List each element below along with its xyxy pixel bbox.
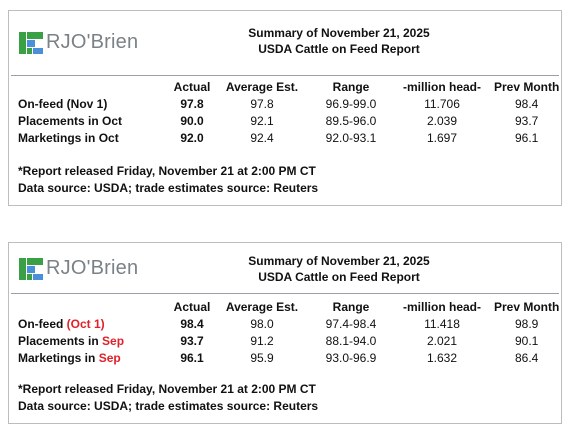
cell-million-head: 11.418 xyxy=(424,317,460,331)
changed-period: (Oct 1) xyxy=(66,317,105,331)
table-row-placements: Placements in Oct 90.0 92.1 89.5-96.0 2.… xyxy=(18,113,559,130)
cell-average-est: 97.8 xyxy=(250,97,274,111)
cell-average-est: 95.9 xyxy=(250,351,274,365)
cell-million-head: 2.021 xyxy=(426,334,458,348)
cell-average-est: 98.0 xyxy=(250,317,274,331)
cell-million-head: 1.632 xyxy=(426,351,458,365)
cell-range: 89.5-96.0 xyxy=(325,114,377,128)
report-table: Actual Average Est. Range -million head-… xyxy=(18,79,559,147)
table-row-marketings: Marketings in Oct 92.0 92.4 92.0-93.1 1.… xyxy=(18,130,559,147)
cell-average-est: 92.1 xyxy=(250,114,274,128)
changed-period: Sep xyxy=(98,351,121,365)
report-card-oct: RJO'Brien Summary of November 21, 2025 U… xyxy=(8,242,562,424)
cell-actual: 98.4 xyxy=(180,317,204,331)
header-divider xyxy=(11,75,559,76)
header-million-head: -million head- xyxy=(403,80,481,94)
header-divider xyxy=(11,293,559,294)
table-row-on-feed: On-feed (Oct 1) 98.4 98.0 97.4-98.4 11.4… xyxy=(18,316,559,333)
release-note: *Report released Friday, November 21 at … xyxy=(18,382,316,396)
rjobrien-logo-icon xyxy=(19,31,43,54)
cell-prev-month: 93.7 xyxy=(514,114,539,128)
cell-prev-month: 98.9 xyxy=(514,317,539,331)
logo-text: RJO'Brien xyxy=(46,31,139,53)
report-table: Actual Average Est. Range -million head-… xyxy=(18,299,559,367)
cell-average-est: 92.4 xyxy=(250,131,274,145)
cell-million-head: 11.706 xyxy=(424,97,460,111)
cell-range: 88.1-94.0 xyxy=(325,334,377,348)
row-label: On-feed (Oct 1) xyxy=(18,317,105,331)
cell-range: 96.9-99.0 xyxy=(325,97,377,111)
cell-million-head: 1.697 xyxy=(426,131,458,145)
header-average-est: Average Est. xyxy=(225,300,299,314)
cell-actual: 90.0 xyxy=(180,114,204,128)
report-notes: *Report released Friday, November 21 at … xyxy=(18,163,318,197)
row-label: Placements in Sep xyxy=(18,334,125,348)
report-title-name: USDA Cattle on Feed Report xyxy=(258,42,420,56)
header-label xyxy=(18,299,172,316)
header-label xyxy=(18,79,172,96)
row-label: Marketings in Sep xyxy=(18,351,121,365)
cell-average-est: 91.2 xyxy=(250,334,274,348)
header-actual: Actual xyxy=(173,300,211,314)
header-actual: Actual xyxy=(173,80,211,94)
rjobrien-logo: RJO'Brien xyxy=(19,31,138,54)
cell-actual: 92.0 xyxy=(180,131,204,145)
source-note: Data source: USDA; trade estimates sourc… xyxy=(18,399,319,413)
cell-range: 92.0-93.1 xyxy=(325,131,377,145)
cell-prev-month: 86.4 xyxy=(514,351,539,365)
report-card-nov: RJO'Brien Summary of November 21, 2025 U… xyxy=(8,10,562,206)
header-prev-month: Prev Month xyxy=(494,300,560,314)
row-label: Placements in Oct xyxy=(18,114,123,128)
report-title: Summary of November 21, 2025 USDA Cattle… xyxy=(189,25,489,57)
report-notes: *Report released Friday, November 21 at … xyxy=(18,381,318,415)
report-title-date: Summary of November 21, 2025 xyxy=(248,254,430,268)
table-row-placements: Placements in Sep 93.7 91.2 88.1-94.0 2.… xyxy=(18,333,559,350)
table-header-row: Actual Average Est. Range -million head-… xyxy=(18,79,560,96)
changed-period: Sep xyxy=(102,334,125,348)
logo-text: RJO'Brien xyxy=(46,257,139,279)
cell-prev-month: 90.1 xyxy=(514,334,539,348)
report-title: Summary of November 21, 2025 USDA Cattle… xyxy=(189,253,489,285)
header-range: Range xyxy=(332,300,370,314)
cell-actual: 96.1 xyxy=(180,351,204,365)
cell-prev-month: 98.4 xyxy=(514,97,539,111)
table-header-row: Actual Average Est. Range -million head-… xyxy=(18,299,560,316)
cell-actual: 93.7 xyxy=(180,334,204,348)
table-row-on-feed: On-feed (Nov 1) 97.8 97.8 96.9-99.0 11.7… xyxy=(18,96,559,113)
cell-range: 97.4-98.4 xyxy=(325,317,377,331)
source-note: Data source: USDA; trade estimates sourc… xyxy=(18,181,319,195)
cell-actual: 97.8 xyxy=(180,97,204,111)
header-range: Range xyxy=(332,80,370,94)
rjobrien-logo: RJO'Brien xyxy=(19,257,138,280)
header-average-est: Average Est. xyxy=(225,80,299,94)
table-row-marketings: Marketings in Sep 96.1 95.9 93.0-96.9 1.… xyxy=(18,350,559,367)
cell-million-head: 2.039 xyxy=(426,114,458,128)
rjobrien-logo-icon xyxy=(19,257,43,280)
report-title-date: Summary of November 21, 2025 xyxy=(248,26,430,40)
report-title-name: USDA Cattle on Feed Report xyxy=(258,270,420,284)
header-million-head: -million head- xyxy=(403,300,481,314)
cell-range: 93.0-96.9 xyxy=(325,351,377,365)
header-prev-month: Prev Month xyxy=(494,80,560,94)
row-label: Marketings in Oct xyxy=(18,131,119,145)
cell-prev-month: 96.1 xyxy=(514,131,539,145)
row-label: On-feed (Nov 1) xyxy=(18,97,108,111)
release-note: *Report released Friday, November 21 at … xyxy=(18,164,316,178)
